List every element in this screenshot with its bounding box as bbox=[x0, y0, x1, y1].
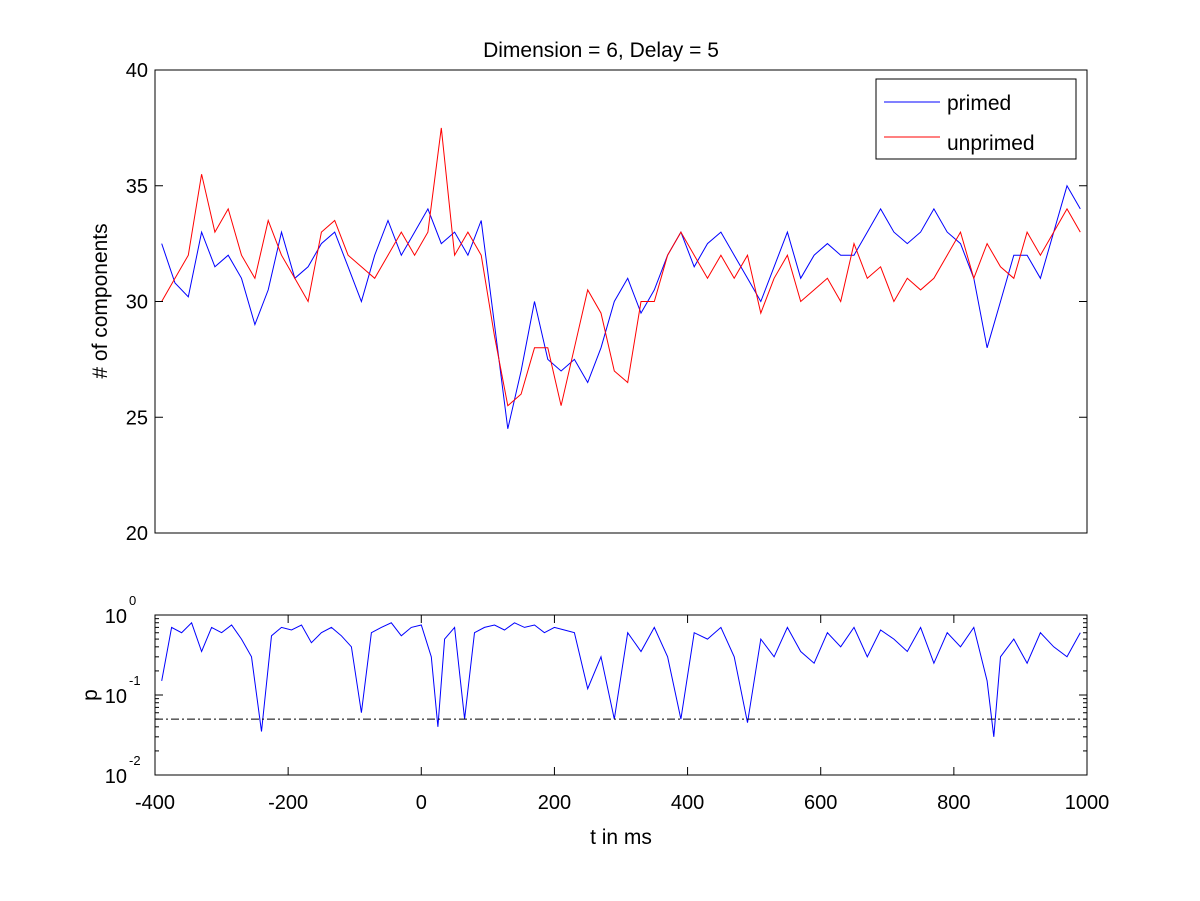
bottom-x-tick-label: -400 bbox=[135, 792, 175, 814]
bottom-y-axis-label: p bbox=[79, 689, 102, 701]
bottom-y-tick-exponent: -2 bbox=[129, 753, 141, 768]
bottom-x-tick-label: 200 bbox=[538, 792, 571, 814]
top-y-axis-label: # of components bbox=[89, 223, 112, 378]
bottom-x-ticks: -400 -200 0 200 400 600 800 1000 bbox=[135, 615, 1109, 814]
bottom-x-tick-label: 1000 bbox=[1065, 792, 1110, 814]
top-y-tick-label: 30 bbox=[126, 292, 148, 314]
series-line-unprimed bbox=[161, 127, 1081, 407]
legend: primed unprimed bbox=[875, 78, 1077, 160]
top-series-group bbox=[161, 127, 1081, 429]
bottom-series-group bbox=[161, 621, 1081, 737]
bottom-x-tick-label: 0 bbox=[416, 792, 427, 814]
top-y-tick-label: 25 bbox=[126, 407, 148, 429]
bottom-plot-frame bbox=[154, 614, 1088, 776]
legend-primed-label: primed bbox=[947, 92, 1011, 115]
bottom-x-tick-label: -200 bbox=[268, 792, 308, 814]
bottom-y-tick-exponent: -1 bbox=[129, 673, 141, 688]
top-chart-title: Dimension = 6, Delay = 5 bbox=[483, 39, 719, 62]
bottom-y-tick-exponent: 0 bbox=[129, 593, 136, 608]
bottom-x-tick-label: 400 bbox=[671, 792, 704, 814]
p-value-line bbox=[161, 621, 1081, 737]
bottom-x-axis-label: t in ms bbox=[590, 826, 652, 849]
top-y-tick-label: 35 bbox=[126, 176, 148, 198]
bottom-y-tick-base: 10 bbox=[105, 766, 127, 788]
bottom-x-tick-label: 600 bbox=[804, 792, 837, 814]
series-line-primed bbox=[161, 184, 1081, 429]
top-y-tick-label: 40 bbox=[126, 60, 148, 82]
bottom-y-tick-base: 10 bbox=[105, 686, 127, 708]
bottom-x-tick-label: 800 bbox=[937, 792, 970, 814]
top-y-tick-label: 20 bbox=[126, 523, 148, 545]
legend-unprimed-label: unprimed bbox=[947, 132, 1035, 155]
bottom-y-tick-base: 10 bbox=[105, 606, 127, 628]
top-y-ticks: 20 25 30 35 40 bbox=[126, 60, 1087, 545]
top-axes: 20 25 30 35 40 Dimension = 6, Delay = 5 # of… bbox=[89, 39, 1088, 545]
legend-box bbox=[875, 78, 1077, 160]
